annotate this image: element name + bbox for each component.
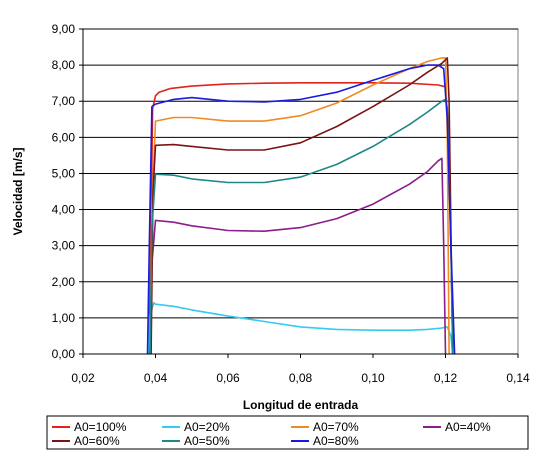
legend-label: A0=50% [184,434,230,448]
axis-ticks [79,28,519,358]
x-tick-label: 0,12 [434,371,458,385]
legend-label: A0=70% [313,420,359,434]
x-axis-title: Longitud de entrada [243,398,359,412]
x-tick-label: 0,04 [144,371,168,385]
y-tick-label: 1,00 [52,311,76,325]
series-line-a0-80- [146,64,456,355]
legend-label: A0=80% [313,434,359,448]
x-tick-labels: 0,02 0,04 0,06 0,08 0,10 0,12 0,14 [71,371,530,385]
y-tick-label: 0,00 [52,347,76,361]
y-tick-label: 5,00 [52,166,76,180]
legend-label: A0=40% [445,420,491,434]
legend-label: A0=100% [74,420,127,434]
legend: A0=100% A0=20% A0=70% A0=40% A0=60% A0=50% A0=… [52,420,491,448]
y-tick-label: 2,00 [52,275,76,289]
series-lines [146,57,456,355]
legend-label: A0=20% [184,420,230,434]
y-tick-label: 7,00 [52,94,76,108]
x-tick-label: 0,06 [216,371,240,385]
y-tick-label: 3,00 [52,239,76,253]
x-tick-label: 0,14 [506,371,530,385]
x-tick-label: 0,02 [71,371,95,385]
y-tick-label: 6,00 [52,130,76,144]
y-tick-label: 8,00 [52,58,76,72]
series-line-a0-40- [149,157,447,355]
y-tick-label: 4,00 [52,203,76,217]
y-tick-label: 9,00 [52,22,76,36]
y-tick-labels: 0,00 1,00 2,00 3,00 4,00 5,00 6,00 7,00 8,00 9,00 [52,22,76,361]
legend-box [46,415,529,450]
x-tick-label: 0,10 [361,371,385,385]
series-line-a0-70- [149,57,450,355]
x-tick-label: 0,08 [289,371,313,385]
y-axis-title: Velocidad [m/s] [11,147,25,235]
series-line-a0-20- [147,301,454,355]
series-line-a0-60- [150,57,454,355]
legend-label: A0=60% [74,434,120,448]
